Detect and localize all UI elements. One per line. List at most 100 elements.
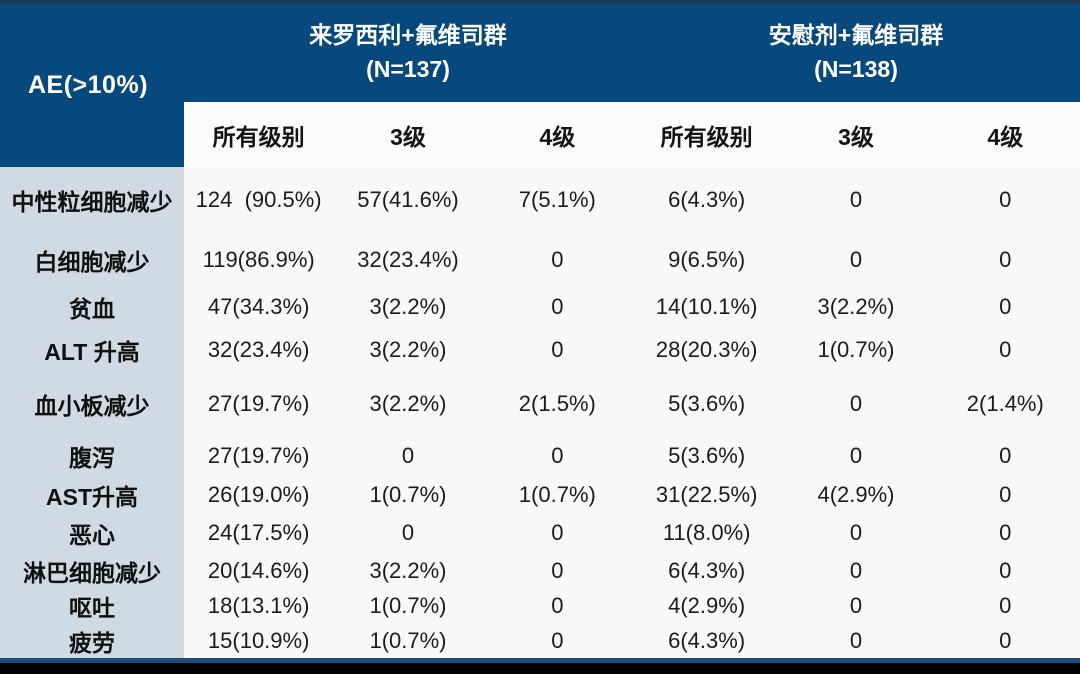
table-header: AE(>10%) 来罗西利+氟维司群 (N=137) 安慰剂+氟维司群 (N=1…	[0, 0, 1080, 167]
data-cell: 0	[999, 247, 1012, 272]
data-cell: 7(5.1%)	[518, 187, 596, 212]
table-row: 贫血 47(34.3%) 3(2.2%) 0 14(10.1%) 3(2.2%)…	[0, 287, 1080, 326]
row-label: 血小板减少	[0, 373, 184, 434]
data-cell: 27(19.7%)	[207, 442, 310, 468]
data-cell: 0	[401, 519, 415, 545]
data-cell: 0	[999, 336, 1012, 362]
data-cell: 1(0.7%)	[817, 336, 895, 362]
data-cell: 32(23.4%)	[207, 336, 310, 362]
data-cell: 27(19.7%)	[207, 390, 310, 416]
data-cell: 0	[849, 593, 863, 618]
bottom-black-band	[0, 663, 1080, 674]
data-cell: 3(2.2%)	[369, 558, 447, 583]
data-cell: 5(3.6%)	[668, 442, 746, 468]
row-label: 贫血	[0, 287, 184, 326]
row-label: 呕吐	[0, 589, 184, 623]
data-cell: 2(1.4%)	[966, 390, 1044, 416]
subheader-grade3-1: 3级	[390, 123, 426, 150]
data-cell: 0	[551, 442, 564, 468]
data-cell: 0	[551, 593, 564, 618]
ae-column-title: AE(>10%)	[28, 70, 149, 99]
data-cell: 0	[849, 627, 863, 653]
data-cell: 24(17.5%)	[207, 519, 310, 545]
data-cell: 0	[999, 442, 1012, 468]
data-cell: 9(6.5%)	[668, 247, 746, 272]
row-label: 淋巴细胞减少	[0, 553, 184, 589]
data-cell: 5(3.6%)	[668, 390, 746, 416]
data-cell: 0	[401, 442, 415, 468]
data-cell: 0	[999, 519, 1012, 545]
data-cell: 0	[551, 247, 564, 272]
data-cell: 1(0.7%)	[518, 481, 596, 507]
row-label: 疲劳	[0, 623, 184, 658]
data-cell: 3(2.2%)	[817, 293, 895, 319]
group-header-placebo-n: (N=138)	[814, 55, 898, 82]
subheader-all-grades-2: 所有级别	[660, 123, 753, 150]
data-cell: 3(2.2%)	[369, 336, 447, 362]
data-cell: 0	[849, 442, 863, 468]
data-cell: 15(10.9%)	[207, 627, 310, 653]
data-cell: 124 (90.5%)	[195, 187, 322, 212]
data-cell: 0	[849, 187, 863, 212]
table-row: 淋巴细胞减少 20(14.6%) 3(2.2%) 0 6(4.3%) 0 0	[0, 553, 1080, 589]
table-row: 中性粒细胞减少 124 (90.5%) 57(41.6%) 7(5.1%) 6(…	[0, 167, 1080, 233]
group-header-treatment-name: 来罗西利+氟维司群	[309, 22, 507, 49]
data-cell: 32(23.4%)	[357, 247, 459, 272]
data-cell: 6(4.3%)	[668, 627, 746, 653]
row-label: 腹泻	[0, 434, 184, 477]
data-cell: 14(10.1%)	[655, 293, 758, 319]
row-label: 恶心	[0, 512, 184, 553]
data-cell: 28(20.3%)	[655, 336, 758, 362]
data-cell: 6(4.3%)	[668, 558, 746, 583]
table-row: 呕吐 18(13.1%) 1(0.7%) 0 4(2.9%) 0 0	[0, 589, 1080, 623]
row-label: AST升高	[0, 477, 184, 512]
data-cell: 1(0.7%)	[369, 481, 447, 507]
data-cell: 4(2.9%)	[668, 593, 746, 618]
data-cell: 0	[551, 336, 564, 362]
table-row: 白细胞减少 119(86.9%) 32(23.4%) 0 9(6.5%) 0 0	[0, 233, 1080, 287]
subheader-grade4-2: 4级	[987, 123, 1024, 150]
row-label: 中性粒细胞减少	[0, 167, 184, 233]
table-row: 疲劳 15(10.9%) 1(0.7%) 0 6(4.3%) 0 0	[0, 623, 1080, 658]
table-row: 恶心 24(17.5%) 0 0 11(8.0%) 0 0	[0, 512, 1080, 553]
group-header-placebo: 安慰剂+氟维司群 (N=138)	[632, 3, 1080, 102]
data-cell: 0	[999, 481, 1012, 507]
data-cell: 6(4.3%)	[668, 187, 746, 212]
group-header-treatment-n: (N=137)	[366, 55, 450, 82]
table-row: 腹泻 27(19.7%) 0 0 5(3.6%) 0 0	[0, 434, 1080, 477]
data-cell: 18(13.1%)	[207, 593, 310, 618]
data-cell: 0	[849, 390, 863, 416]
subheader-row: 所有级别 3级 4级 所有级别 3级 4级	[184, 102, 1080, 167]
subheader-all-grades-1: 所有级别	[212, 123, 305, 150]
data-cell: 0	[999, 627, 1012, 653]
data-cell: 0	[999, 593, 1012, 618]
table-row: AST升高 26(19.0%) 1(0.7%) 1(0.7%) 31(22.5%…	[0, 477, 1080, 512]
subheader-grade3-2: 3级	[838, 123, 874, 150]
data-cell: 1(0.7%)	[369, 627, 447, 653]
group-header-placebo-name: 安慰剂+氟维司群	[768, 22, 944, 49]
data-cell: 0	[849, 247, 863, 272]
table-row: ALT 升高 32(23.4%) 3(2.2%) 0 28(20.3%) 1(0…	[0, 326, 1080, 373]
data-cell: 11(8.0%)	[662, 519, 751, 545]
data-cell: 57(41.6%)	[357, 187, 459, 212]
data-cell: 26(19.0%)	[207, 481, 310, 507]
data-cell: 0	[551, 519, 564, 545]
data-cell: 20(14.6%)	[207, 558, 310, 583]
row-label: ALT 升高	[0, 326, 184, 373]
data-cell: 2(1.5%)	[518, 390, 596, 416]
data-cell: 0	[551, 558, 564, 583]
data-cell: 47(34.3%)	[207, 293, 310, 319]
data-cell: 4(2.9%)	[817, 481, 895, 507]
table-row: 血小板减少 27(19.7%) 3(2.2%) 2(1.5%) 5(3.6%) …	[0, 373, 1080, 434]
data-cell: 3(2.2%)	[369, 390, 447, 416]
data-cell: 3(2.2%)	[369, 293, 447, 319]
data-cell: 0	[849, 519, 863, 545]
data-cell: 31(22.5%)	[655, 481, 758, 507]
group-header-treatment: 来罗西利+氟维司群 (N=137)	[184, 3, 632, 102]
data-cell: 119(86.9%)	[202, 247, 315, 272]
data-cell: 0	[551, 293, 564, 319]
table-body: 中性粒细胞减少 124 (90.5%) 57(41.6%) 7(5.1%) 6(…	[0, 167, 1080, 658]
bottom-accent-line	[0, 658, 1080, 663]
row-label: 白细胞减少	[0, 233, 184, 287]
